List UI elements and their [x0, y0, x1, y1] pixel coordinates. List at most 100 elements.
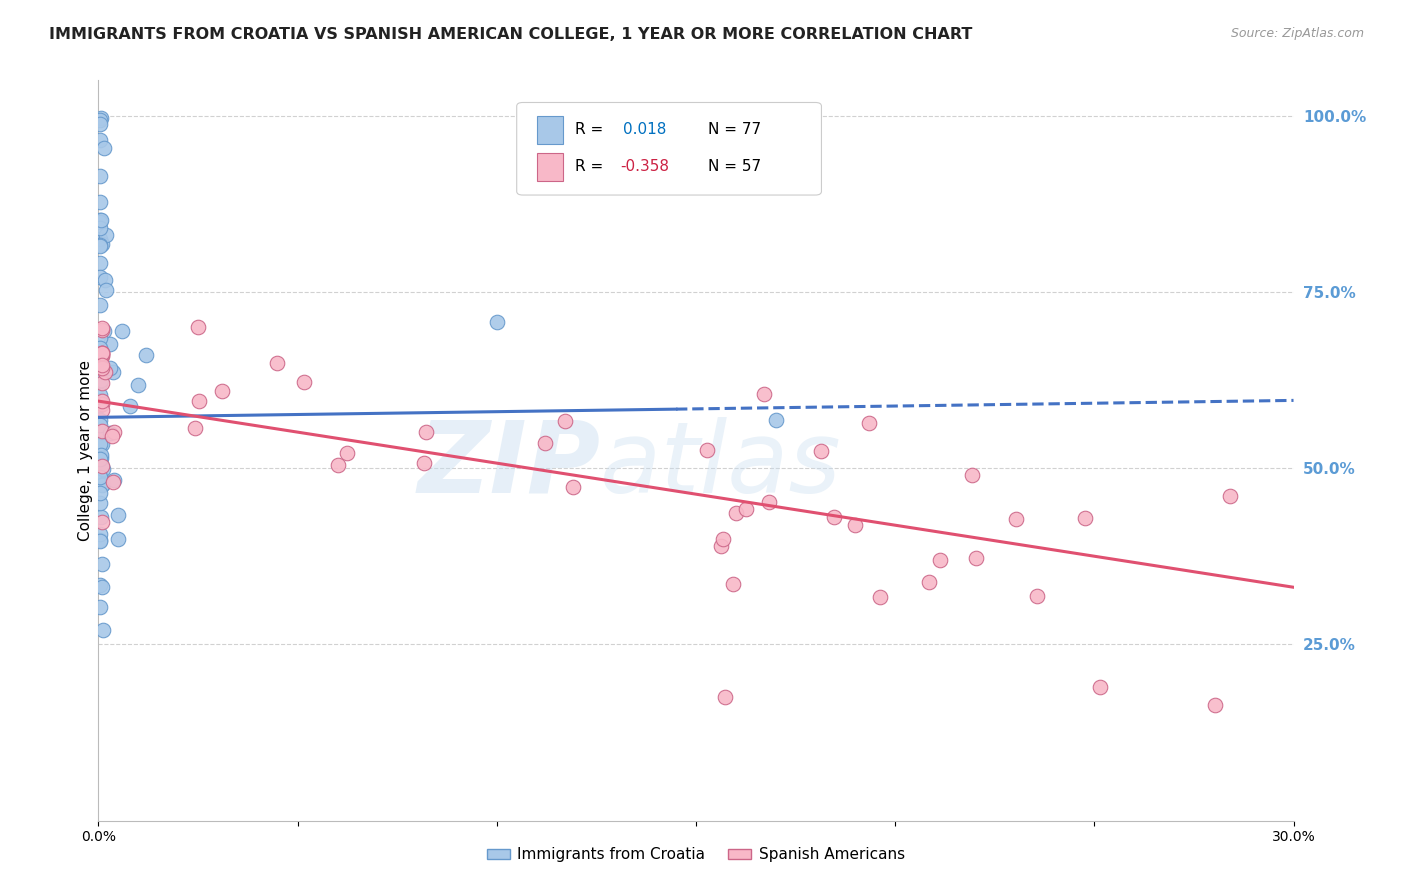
- Point: [90, 111, 112, 125]
- Point: [91, 403, 114, 417]
- Point: [91, 348, 114, 362]
- Point: [103, 366, 125, 380]
- Point: [90, 557, 112, 571]
- Point: [89, 133, 111, 147]
- Point: [89, 117, 111, 131]
- Point: [96, 283, 118, 297]
- Point: [90, 213, 112, 227]
- Point: [91, 349, 114, 363]
- Point: [93, 141, 115, 155]
- Point: [90, 448, 112, 462]
- Point: [90, 392, 112, 407]
- Point: [89, 349, 111, 363]
- Point: [96, 227, 118, 242]
- Point: [91, 624, 114, 638]
- Point: [89, 298, 111, 312]
- Point: [962, 468, 984, 483]
- Text: R =: R =: [575, 122, 609, 137]
- Point: [292, 376, 315, 390]
- Point: [89, 526, 111, 541]
- Point: [844, 518, 866, 533]
- Point: [91, 477, 114, 491]
- Point: [758, 495, 780, 509]
- Point: [89, 486, 111, 500]
- Point: [929, 553, 952, 567]
- Point: [1088, 680, 1111, 694]
- Point: [266, 356, 288, 370]
- Point: [89, 376, 111, 391]
- Text: N = 57: N = 57: [709, 160, 761, 175]
- Point: [187, 320, 209, 334]
- Point: [89, 417, 111, 432]
- Point: [89, 239, 111, 253]
- Point: [810, 444, 832, 458]
- Point: [336, 446, 359, 460]
- Point: [93, 273, 115, 287]
- Point: [89, 232, 111, 246]
- Point: [89, 599, 111, 614]
- FancyBboxPatch shape: [517, 103, 821, 195]
- Point: [90, 509, 112, 524]
- Point: [91, 358, 114, 372]
- Point: [1026, 589, 1049, 603]
- Point: [89, 398, 111, 412]
- Point: [98, 426, 122, 441]
- Point: [91, 393, 114, 408]
- Point: [89, 496, 111, 510]
- Point: [725, 506, 748, 520]
- Point: [858, 416, 880, 430]
- Point: [1074, 510, 1097, 524]
- Point: [89, 437, 111, 451]
- Point: [127, 377, 149, 392]
- Point: [485, 315, 508, 329]
- Point: [90, 373, 112, 387]
- Point: [754, 386, 776, 401]
- Point: [89, 331, 111, 345]
- Point: [89, 342, 111, 356]
- Point: [111, 324, 134, 338]
- Point: [211, 384, 233, 398]
- Point: [91, 515, 114, 529]
- Point: [89, 256, 111, 270]
- Point: [328, 458, 350, 472]
- Point: [823, 510, 845, 524]
- Point: [100, 428, 122, 442]
- Point: [91, 397, 114, 411]
- Point: [554, 414, 576, 428]
- Point: [562, 480, 585, 494]
- Point: [89, 345, 111, 359]
- Point: [1219, 489, 1241, 503]
- Point: [91, 478, 114, 492]
- Point: [714, 690, 737, 705]
- Point: [91, 345, 114, 359]
- Text: IMMIGRANTS FROM CROATIA VS SPANISH AMERICAN COLLEGE, 1 YEAR OR MORE CORRELATION : IMMIGRANTS FROM CROATIA VS SPANISH AMERI…: [49, 27, 973, 42]
- Text: N = 77: N = 77: [709, 122, 761, 137]
- Point: [89, 533, 111, 548]
- Point: [107, 508, 129, 523]
- Point: [710, 539, 733, 553]
- Point: [89, 113, 111, 128]
- Point: [89, 366, 111, 380]
- Text: Source: ZipAtlas.com: Source: ZipAtlas.com: [1230, 27, 1364, 40]
- Point: [89, 238, 111, 252]
- Point: [89, 388, 111, 402]
- Point: [89, 366, 111, 380]
- Point: [918, 575, 941, 590]
- Point: [93, 365, 115, 379]
- Text: -0.358: -0.358: [620, 160, 669, 175]
- Point: [413, 456, 436, 470]
- Point: [89, 413, 111, 427]
- Point: [90, 363, 112, 377]
- Point: [765, 413, 787, 427]
- Point: [91, 424, 114, 438]
- Point: [89, 363, 111, 377]
- Point: [1005, 512, 1028, 526]
- Point: [90, 451, 112, 466]
- Point: [89, 341, 111, 355]
- Point: [696, 443, 718, 458]
- Point: [91, 462, 114, 476]
- Point: [120, 399, 142, 413]
- Point: [415, 425, 437, 439]
- Point: [188, 394, 211, 409]
- Point: [91, 346, 114, 360]
